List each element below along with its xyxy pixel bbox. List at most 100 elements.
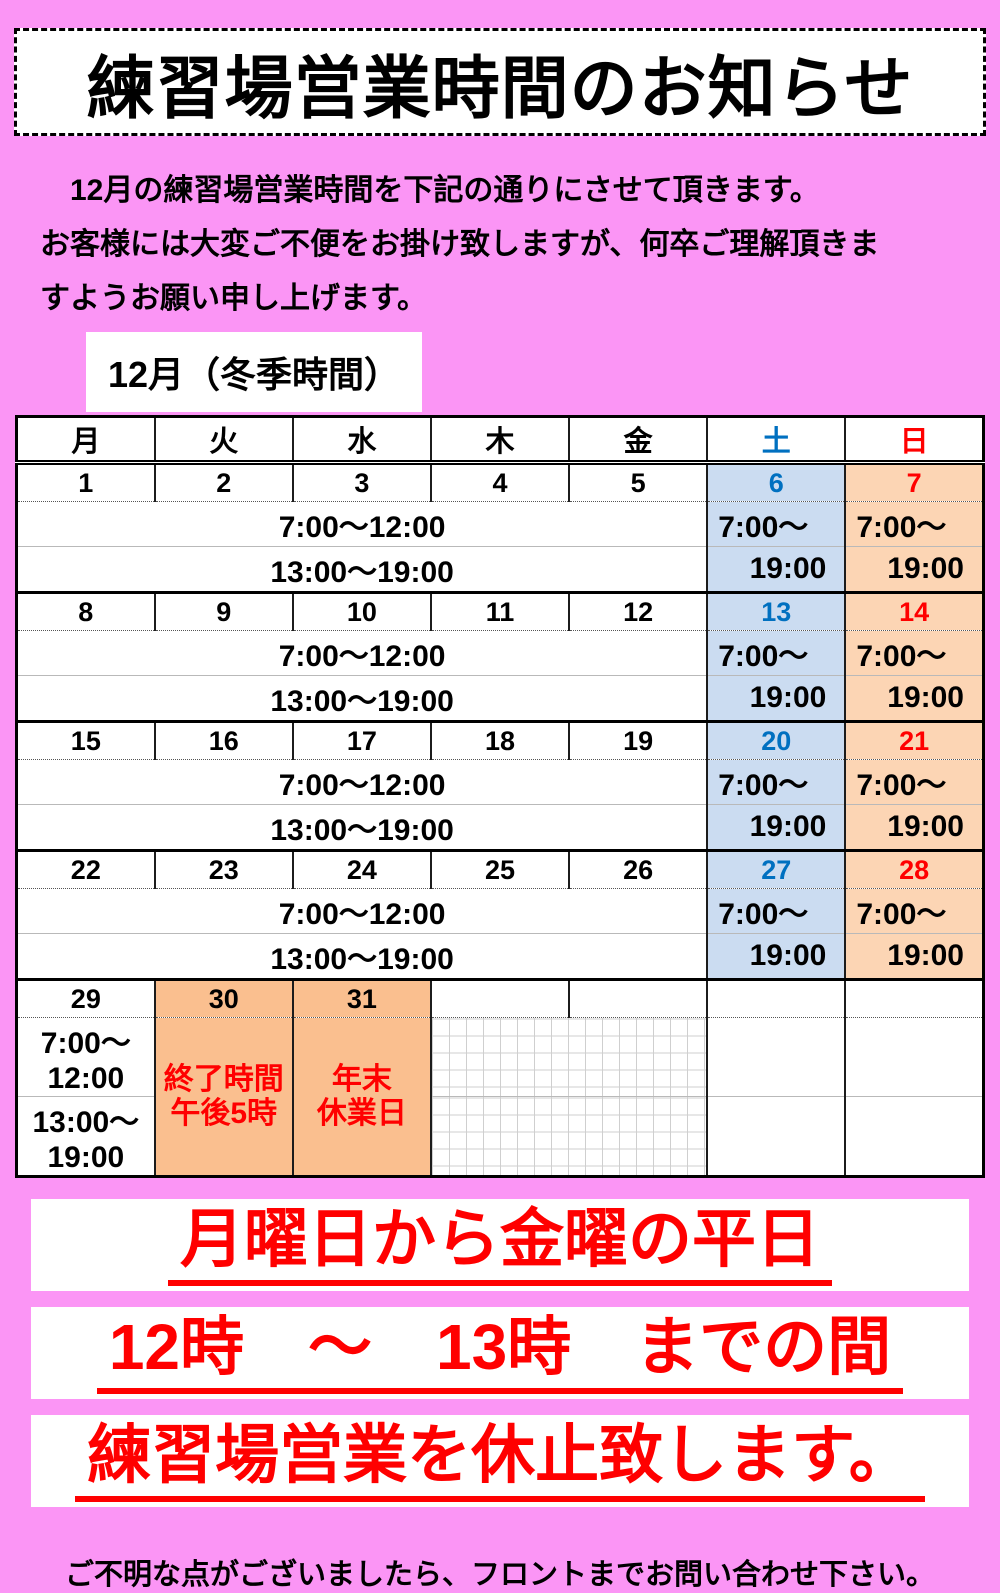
alert-banner-2: 12時 ～ 13時 までの間	[31, 1307, 969, 1399]
intro-line: すようお願い申し上げます。	[40, 282, 427, 315]
saturday-hours-close: 19:00	[706, 675, 847, 722]
date-cell-sunday: 28	[844, 849, 985, 889]
date-cell-empty	[429, 978, 571, 1018]
sunday-hours-open: 7:00～	[844, 888, 985, 934]
empty-cell	[706, 1096, 847, 1177]
date-cell: 8	[15, 591, 156, 631]
week-dates-row: 22 23 24 25 26 27 28	[15, 849, 985, 889]
sunday-hours-close: 19:00	[844, 804, 985, 851]
date-cell-sunday: 21	[844, 720, 985, 760]
alert-banner-1: 月曜日から金曜の平日	[31, 1199, 969, 1291]
month-label: 12月（冬季時間）	[86, 332, 423, 412]
date-cell-saturday: 13	[706, 591, 847, 631]
monday29-hours-am: 7:00～12:00	[15, 1017, 156, 1097]
date-cell: 12	[568, 591, 709, 631]
alert-banner-1-text: 月曜日から金曜の平日	[168, 1205, 832, 1286]
saturday-hours-close: 19:00	[706, 546, 847, 593]
day31-note-line: 休業日	[316, 1096, 407, 1130]
date-cell: 17	[291, 720, 432, 760]
date-cell-empty	[706, 978, 847, 1018]
date-cell: 15	[15, 720, 156, 760]
sunday-hours-close: 19:00	[844, 933, 985, 980]
week-time-row-pm: 13:00～19:00 19:00 19:00	[15, 804, 985, 851]
weekday-hours-pm: 13:00～19:00	[15, 933, 709, 980]
weekday-header-mon: 月	[15, 416, 156, 465]
saturday-hours-open: 7:00～	[706, 630, 847, 676]
date-cell: 2	[153, 461, 294, 502]
alert-banner-2-text: 12時 ～ 13時 までの間	[96, 1313, 904, 1394]
empty-cell	[706, 1017, 847, 1097]
date-cell-day30: 30	[153, 978, 294, 1018]
alert-banner-3-text: 練習場営業を休止致します。	[75, 1421, 925, 1502]
weekday-hours-pm: 13:00～19:00	[15, 546, 709, 593]
page-title: 練習場営業時間のお知らせ	[86, 50, 914, 127]
day31-closed-note: 年末 休業日	[291, 1017, 432, 1177]
empty-grid-cell	[429, 1096, 709, 1177]
saturday-hours-close: 19:00	[706, 804, 847, 851]
date-cell: 5	[568, 461, 709, 502]
date-cell: 22	[15, 849, 156, 889]
intro-line: お客様には大変ご不便をお掛け致しますが、何卒ご理解頂きま	[40, 228, 880, 261]
date-cell-saturday: 27	[706, 849, 847, 889]
week-time-row-pm: 13:00～19:00 19:00 19:00	[15, 546, 985, 593]
footer-note: ご不明な点がございましたら、フロントまでお問い合わせ下さい。	[64, 1559, 935, 1591]
week-dates-row: 15 16 17 18 19 20 21	[15, 720, 985, 760]
weekday-header-row: 月 火 水 木 金 土 日	[15, 416, 985, 465]
weekday-header-sat: 土	[706, 416, 847, 465]
weekday-header-sun: 日	[844, 416, 985, 465]
date-cell: 29	[15, 978, 156, 1018]
empty-grid-cell	[429, 1017, 709, 1097]
date-cell: 10	[291, 591, 432, 631]
date-cell: 9	[153, 591, 294, 631]
date-cell: 24	[291, 849, 432, 889]
week-time-row-pm: 13:00～19:00 19:00 19:00	[15, 675, 985, 722]
week-time-row-am: 7:00～12:00 7:00～ 7:00～	[15, 501, 985, 547]
date-cell-saturday: 20	[706, 720, 847, 760]
sunday-hours-open: 7:00～	[844, 630, 985, 676]
intro-line: 12月の練習場営業時間を下記の通りにさせて頂きます。	[40, 174, 820, 207]
date-cell: 18	[429, 720, 571, 760]
weekday-hours-am: 7:00～12:00	[15, 759, 709, 805]
intro-paragraph: 12月の練習場営業時間を下記の通りにさせて頂きます。 お客様には大変ご不便をお掛…	[40, 164, 960, 326]
date-cell: 23	[153, 849, 294, 889]
weekday-header-wed: 水	[291, 416, 432, 465]
saturday-hours-open: 7:00～	[706, 888, 847, 934]
saturday-hours-open: 7:00～	[706, 759, 847, 805]
date-cell-day31: 31	[291, 978, 432, 1018]
date-cell: 19	[568, 720, 709, 760]
calendar-table: 月 火 水 木 金 土 日 1 2 3 4 5 6 7 7:00～12:00 7…	[15, 415, 985, 1178]
weekday-header-thu: 木	[429, 416, 571, 465]
date-cell: 11	[429, 591, 571, 631]
day30-note-line: 終了時間	[163, 1062, 284, 1096]
saturday-hours-close: 19:00	[706, 933, 847, 980]
sunday-hours-open: 7:00～	[844, 501, 985, 547]
week-dates-row: 8 9 10 11 12 13 14	[15, 591, 985, 631]
sunday-hours-close: 19:00	[844, 675, 985, 722]
saturday-hours-open: 7:00～	[706, 501, 847, 547]
notice-poster: { "title": "練習場営業時間のお知らせ", "intro": { "l…	[0, 28, 1000, 1591]
empty-cell	[844, 1096, 985, 1177]
monday29-hours-pm: 13:00～19:00	[15, 1096, 156, 1177]
weekday-header-fri: 金	[568, 416, 709, 465]
alert-banner-3: 練習場営業を休止致します。	[31, 1415, 969, 1507]
date-cell: 25	[429, 849, 571, 889]
date-cell-empty	[568, 978, 709, 1018]
week-time-row-pm: 13:00～19:00 19:00 19:00	[15, 933, 985, 980]
week-time-row-pm-last: 13:00～19:00	[15, 1096, 985, 1177]
week-dates-row: 1 2 3 4 5 6 7	[15, 461, 985, 502]
sunday-hours-close: 19:00	[844, 546, 985, 593]
title-box: 練習場営業時間のお知らせ	[14, 28, 986, 136]
weekday-header-tue: 火	[153, 416, 294, 465]
date-cell: 3	[291, 461, 432, 502]
date-cell-sunday: 7	[844, 461, 985, 502]
weekday-hours-pm: 13:00～19:00	[15, 675, 709, 722]
day30-note-line: 午後5時	[170, 1096, 278, 1130]
date-cell-saturday: 6	[706, 461, 847, 502]
week-dates-row-last: 29 30 31	[15, 978, 985, 1018]
week-time-row-am: 7:00～12:00 7:00～ 7:00～	[15, 759, 985, 805]
weekday-hours-am: 7:00～12:00	[15, 630, 709, 676]
date-cell: 1	[15, 461, 156, 502]
weekday-hours-am: 7:00～12:00	[15, 501, 709, 547]
date-cell: 16	[153, 720, 294, 760]
weekday-hours-pm: 13:00～19:00	[15, 804, 709, 851]
